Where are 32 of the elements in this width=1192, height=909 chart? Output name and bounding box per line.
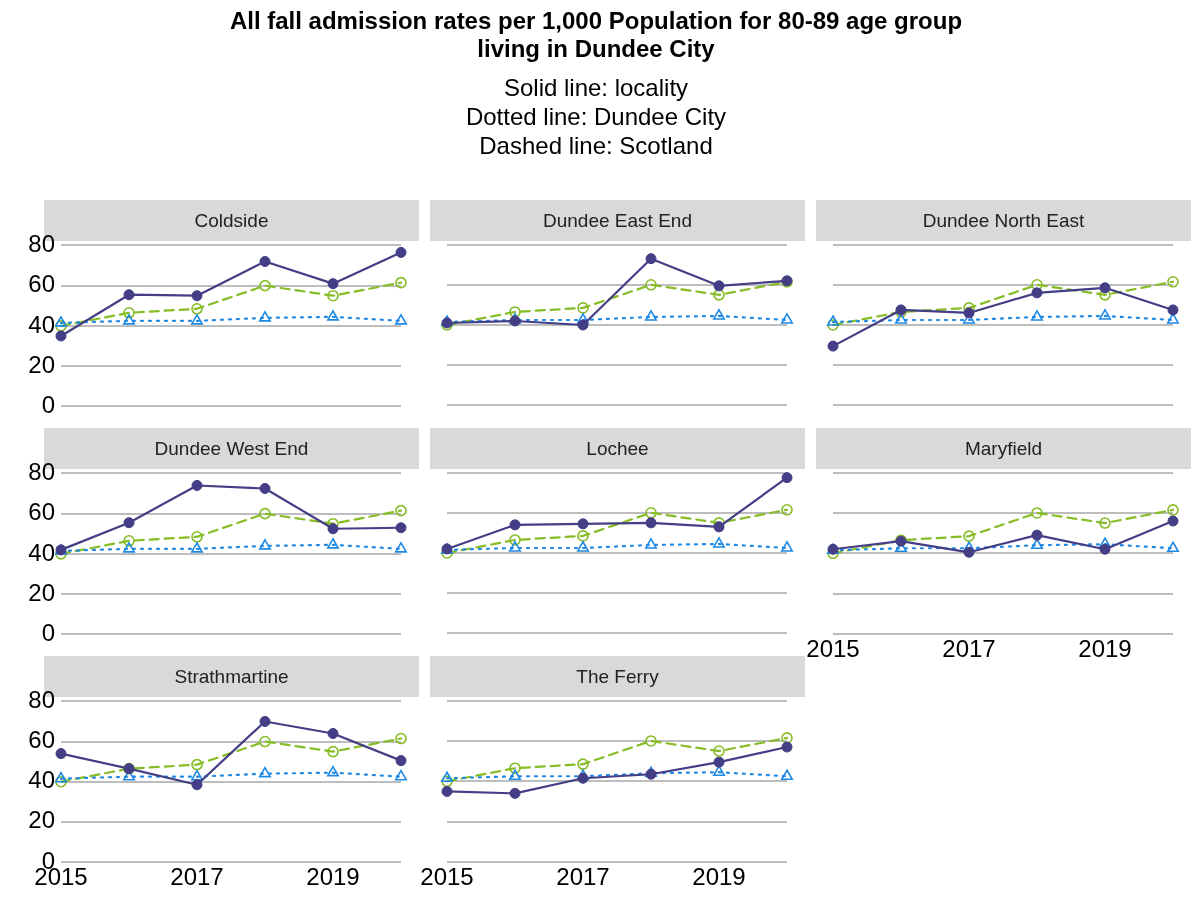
x-tick-label: 2017 [556, 863, 610, 891]
y-tick-label: 20 [28, 578, 55, 606]
x-tick-label: 2015 [420, 863, 474, 891]
x-tick-label: 2019 [692, 863, 746, 891]
x-tick-label: 2017 [942, 635, 996, 663]
y-tick-label: 80 [28, 685, 55, 713]
y-tick-label: 80 [28, 229, 55, 257]
chart-title: Dundee East End [430, 200, 805, 241]
y-tick-label: 0 [41, 390, 55, 418]
text: All fall admission rates per 1,000 Population for 80-89 age group living in Dundee City [228, 7, 964, 63]
y-tick-label: 20 [28, 350, 55, 378]
x-tick-label: 2015 [806, 635, 860, 663]
x-tick-label: 2019 [306, 862, 360, 890]
chart-title: Dundee North East [816, 200, 1191, 241]
y-tick-label: 60 [28, 497, 55, 525]
chart-title: Dundee West End [154, 438, 309, 459]
y-tick-label: 20 [28, 806, 55, 834]
y-tick-label: 40 [28, 538, 55, 566]
chart-title: Maryfield [816, 428, 1191, 469]
x-tick-label: 2017 [170, 862, 224, 890]
x-tick-label: 2019 [1078, 635, 1132, 663]
chart-title: Coldside [194, 210, 269, 231]
y-tick-label: 40 [28, 765, 55, 793]
y-tick-label: 40 [28, 310, 55, 338]
y-tick-label: 0 [41, 618, 55, 646]
chart-title: The Ferry [430, 656, 805, 697]
y-tick-label: 60 [28, 725, 55, 753]
y-tick-label: 60 [28, 269, 55, 297]
text: Solid line: locality Dotted line: Dundee City Dashed line: Scotland [464, 73, 728, 160]
chart-title: Strathmartine [174, 666, 289, 687]
chart-title: Lochee [430, 428, 805, 469]
y-tick-label: 80 [28, 457, 55, 485]
